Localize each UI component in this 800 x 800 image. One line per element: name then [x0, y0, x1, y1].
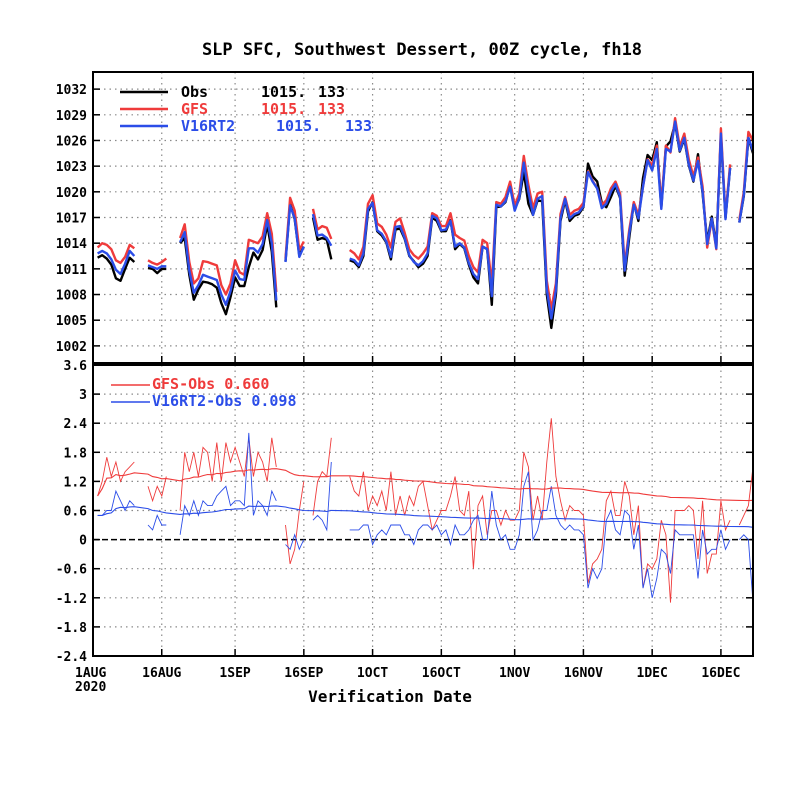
bottom-y-tick-label: -2.4: [56, 650, 87, 665]
x-tick-label: 16AUG: [142, 666, 181, 681]
top-y-tick-label: 1017: [56, 212, 87, 227]
running-mean-v16rt2-obs: [97, 505, 754, 528]
top-panel-series: [96, 117, 755, 330]
x-axis-ticks: 1AUG 16AUG 1SEP 16SEP 1OCT 16OCT 1NOV 16NOV 1DEC…: [75, 356, 740, 681]
top-panel-y-ticks: 1002 1005 1008 1011 1014 1017 1020 1023 1026 1029…: [56, 83, 753, 355]
top-panel-frame: [92, 71, 754, 364]
legend-label-gfs: GFS 1015. 133: [181, 100, 345, 118]
bottom-y-tick-label: 2.4: [64, 417, 88, 432]
x-tick-label: 1DEC: [637, 666, 668, 681]
top-panel-grid: [93, 72, 753, 363]
top-y-tick-label: 1032: [56, 83, 87, 98]
bottom-panel-y-ticks: -2.4 -1.8 -1.2 -0.6 0 0.6 1.2 1.8 2.4 3 3.6: [56, 359, 753, 665]
top-y-tick-label: 1023: [56, 160, 87, 175]
series-line-gfs-obs: [97, 418, 754, 603]
legend-label-v16rt2: V16RT2 1015. 133: [181, 117, 372, 135]
chart-title: SLP SFC, Southwest Dessert, 00Z cycle, f…: [202, 40, 642, 60]
top-y-tick-label: 1011: [56, 263, 87, 278]
bottom-y-tick-label: -0.6: [56, 563, 87, 578]
legend-label-v16rt2-obs: V16RT2-Obs 0.098: [152, 392, 297, 410]
x-tick-label: 16DEC: [701, 666, 740, 681]
bottom-panel-frame: [92, 364, 754, 657]
top-y-tick-label: 1029: [56, 109, 87, 124]
top-panel: 1002 1005 1008 1011 1014 1017 1020 1023 1026 1029…: [56, 71, 755, 364]
x-tick-label: 1SEP: [219, 666, 250, 681]
legend-label-gfs-obs: GFS-Obs 0.660: [152, 375, 269, 393]
x-tick-label: 16SEP: [284, 666, 323, 681]
bottom-y-tick-label: 0: [79, 534, 87, 549]
x-tick-label: 16OCT: [422, 666, 461, 681]
bottom-y-tick-label: 3: [79, 388, 87, 403]
bottom-y-tick-label: -1.2: [56, 592, 87, 607]
series-line-v16rt2-obs: [97, 432, 754, 603]
bottom-y-tick-label: 1.2: [64, 475, 87, 490]
top-y-tick-label: 1014: [56, 237, 87, 252]
bottom-y-tick-label: 1.8: [64, 446, 88, 461]
x-year-label: 2020: [75, 680, 106, 695]
top-y-tick-label: 1020: [56, 186, 87, 201]
bottom-panel-series: [97, 418, 754, 603]
top-y-tick-label: 1026: [56, 134, 87, 149]
bottom-y-tick-label: 0.6: [64, 505, 88, 520]
legend-label-obs: Obs 1015. 133: [181, 83, 345, 101]
bottom-panel-legend: GFS-Obs 0.660 V16RT2-Obs 0.098: [111, 375, 297, 410]
x-tick-label: 1OCT: [357, 666, 388, 681]
series-line-v16rt2: [97, 120, 755, 320]
bottom-panel: -2.4 -1.8 -1.2 -0.6 0 0.6 1.2 1.8 2.4 3 3.6 GFS-Ob…: [56, 359, 754, 665]
running-mean-gfs-obs: [97, 468, 754, 502]
x-tick-label: 1AUG: [75, 666, 106, 681]
bottom-y-tick-label: 3.6: [64, 359, 88, 374]
top-y-tick-label: 1005: [56, 314, 87, 329]
top-panel-legend: Obs 1015. 133 GFS 1015. 133 V16RT2 1015. 133: [120, 83, 372, 135]
top-y-tick-label: 1008: [56, 289, 87, 304]
x-axis-title: Verification Date: [308, 687, 472, 706]
x-tick-label: 16NOV: [564, 666, 603, 681]
bottom-y-tick-label: -1.8: [56, 621, 87, 636]
top-y-tick-label: 1002: [56, 340, 87, 355]
series-line-gfs: [96, 117, 755, 311]
x-tick-label: 1NOV: [499, 666, 530, 681]
